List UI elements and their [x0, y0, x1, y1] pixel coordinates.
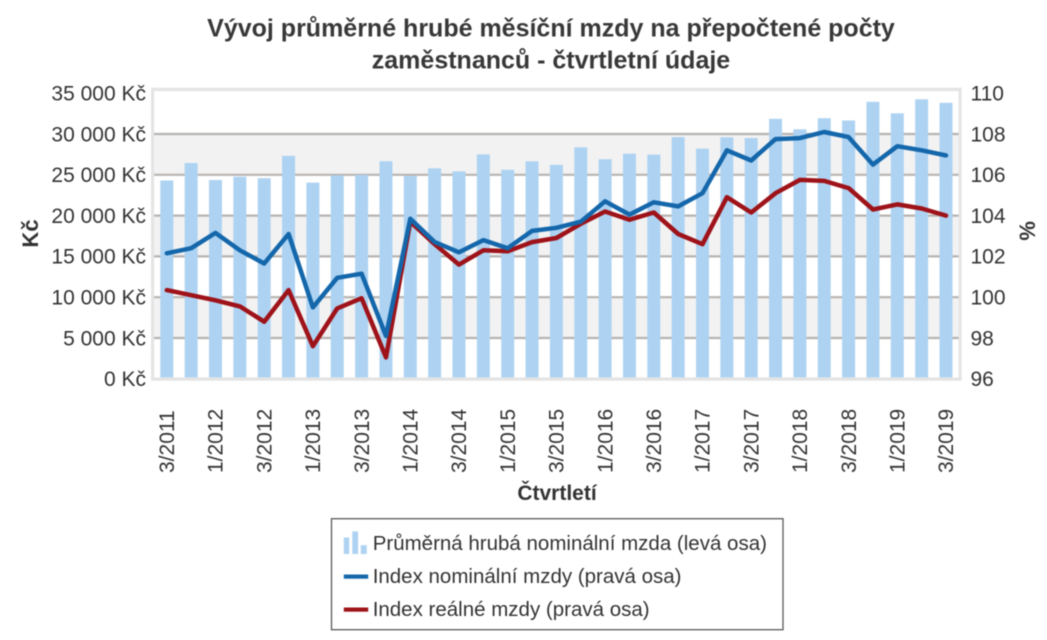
svg-text:35 000 Kč: 35 000 Kč — [51, 83, 146, 106]
svg-text:3/2018: 3/2018 — [838, 409, 861, 473]
svg-text:%: % — [1015, 221, 1040, 241]
svg-text:1/2018: 1/2018 — [789, 409, 812, 473]
svg-text:1/2017: 1/2017 — [692, 409, 715, 473]
svg-text:3/2016: 3/2016 — [643, 409, 666, 473]
svg-text:1/2013: 1/2013 — [302, 409, 325, 473]
svg-text:30 000 Kč: 30 000 Kč — [51, 123, 146, 146]
svg-text:3/2012: 3/2012 — [253, 409, 276, 473]
svg-text:25 000 Kč: 25 000 Kč — [51, 164, 146, 187]
svg-text:zaměstnanců - čtvrtletní údaje: zaměstnanců - čtvrtletní údaje — [372, 47, 731, 75]
svg-text:3/2019: 3/2019 — [935, 409, 958, 473]
svg-text:106: 106 — [971, 164, 1006, 187]
svg-text:5 000 Kč: 5 000 Kč — [63, 327, 146, 350]
svg-text:108: 108 — [971, 123, 1006, 146]
svg-text:102: 102 — [971, 246, 1006, 269]
svg-text:10 000 Kč: 10 000 Kč — [51, 287, 146, 310]
svg-text:104: 104 — [971, 205, 1006, 228]
svg-text:100: 100 — [971, 287, 1006, 310]
svg-text:Čtvrtletí: Čtvrtletí — [517, 481, 598, 505]
svg-text:1/2014: 1/2014 — [400, 408, 423, 473]
svg-text:Index nominální mzdy (pravá os: Index nominální mzdy (pravá osa) — [373, 565, 682, 588]
svg-text:110: 110 — [971, 83, 1004, 106]
svg-text:1/2019: 1/2019 — [887, 409, 910, 473]
svg-text:3/2014: 3/2014 — [448, 408, 471, 473]
svg-text:1/2015: 1/2015 — [497, 409, 520, 473]
svg-text:Průměrná hrubá nominální mzda: Průměrná hrubá nominální mzda (levá osa) — [373, 532, 767, 555]
svg-text:0 Kč: 0 Kč — [104, 368, 146, 391]
svg-text:Index reálné mzdy (pravá osa): Index reálné mzdy (pravá osa) — [373, 598, 650, 621]
svg-text:3/2011: 3/2011 — [156, 410, 179, 473]
svg-text:20 000 Kč: 20 000 Kč — [51, 205, 146, 228]
svg-text:3/2013: 3/2013 — [351, 409, 374, 473]
svg-text:Kč: Kč — [18, 219, 43, 247]
svg-text:98: 98 — [971, 327, 994, 350]
svg-text:15 000 Kč: 15 000 Kč — [51, 246, 146, 269]
svg-text:3/2015: 3/2015 — [546, 409, 569, 473]
svg-text:1/2016: 1/2016 — [594, 409, 617, 473]
svg-text:Vývoj průměrné hrubé měsíční m: Vývoj průměrné hrubé měsíční mzdy na pře… — [207, 15, 895, 43]
svg-text:3/2017: 3/2017 — [740, 409, 763, 473]
svg-text:96: 96 — [971, 368, 994, 391]
svg-text:1/2012: 1/2012 — [205, 409, 228, 473]
